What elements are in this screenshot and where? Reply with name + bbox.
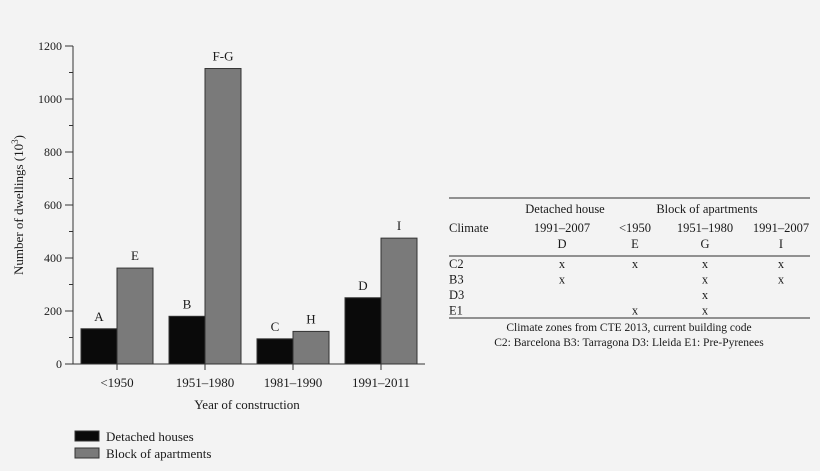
legend-label-apartments: Block of apartments <box>106 446 211 461</box>
y-tick-label: 1200 <box>38 39 62 53</box>
bar-apartments <box>292 330 330 365</box>
bar-data-label: A <box>94 309 104 324</box>
legend: Detached houses Block of apartments <box>74 429 211 461</box>
group-header-detached: Detached house <box>525 202 605 216</box>
bar-data-label: C <box>271 319 280 334</box>
x-tick-label: 1981–1990 <box>264 375 323 390</box>
bar-data-label: B <box>183 296 192 311</box>
column-years: 1991–2007 <box>753 221 809 235</box>
y-tick-label: 800 <box>44 145 62 159</box>
row-header-climate: Climate <box>449 221 489 235</box>
table-caption: Climate zones from CTE 2013, current bui… <box>506 322 751 334</box>
y-tick-label: 0 <box>56 357 62 371</box>
bar-apartments <box>116 267 154 365</box>
table-cell-mark: x <box>632 257 639 271</box>
bar-detached <box>168 315 206 365</box>
column-code: D <box>557 237 566 251</box>
table-row-climate: E1 <box>449 304 463 318</box>
column-years: <1950 <box>619 221 651 235</box>
y-tick-label: 400 <box>44 251 62 265</box>
bar-detached <box>344 297 382 365</box>
axes: 0 200 400 600 800 1000 1200 <1950 1951–1980 1981–… <box>38 39 425 390</box>
x-tick-label: 1951–1980 <box>176 375 235 390</box>
column-code: G <box>700 237 709 251</box>
column-years: 1951–1980 <box>677 221 733 235</box>
table-cell-mark: x <box>778 257 785 271</box>
climate-table: Detached house Block of apartments Climate… <box>449 197 810 349</box>
table-cell-mark: x <box>702 288 709 302</box>
table-row-climate: B3 <box>449 273 464 287</box>
bar-data-label: H <box>306 311 315 326</box>
table-row-climate: D3 <box>449 288 464 302</box>
table-cell-mark: x <box>559 257 566 271</box>
bar-detached <box>256 338 294 365</box>
bar-data-label: D <box>358 278 367 293</box>
legend-label-detached: Detached houses <box>106 429 194 444</box>
table-row-climate: C2 <box>449 257 464 271</box>
table-cell-mark: x <box>702 304 709 318</box>
x-tick-label: <1950 <box>100 375 133 390</box>
x-tick-label: 1991–2011 <box>352 375 410 390</box>
group-header-apartments: Block of apartments <box>656 202 757 216</box>
legend-swatch-apartments <box>74 447 100 459</box>
table-cell-mark: x <box>632 304 639 318</box>
table-caption: C2: Barcelona B3: Tarragona D3: Lleida E… <box>494 337 764 349</box>
column-years: 1991–2007 <box>534 221 590 235</box>
bar-data-label: E <box>131 248 139 263</box>
bar-data-label: I <box>397 218 401 233</box>
bar-apartments <box>204 68 242 365</box>
bar-detached <box>80 328 118 365</box>
column-code: I <box>779 237 783 251</box>
table-cell-mark: x <box>559 273 566 287</box>
bars: A E B F-G C H D I <box>80 49 418 365</box>
y-tick-label: 1000 <box>38 92 62 106</box>
column-code: E <box>631 237 639 251</box>
x-axis-label: Year of construction <box>194 397 300 412</box>
y-tick-label: 200 <box>44 304 62 318</box>
table-cell-mark: x <box>778 273 785 287</box>
bar-apartments <box>380 237 418 365</box>
y-axis-label: Number of dwellings (103) <box>10 135 26 275</box>
bar-data-label: F-G <box>213 49 234 64</box>
table-cell-mark: x <box>702 257 709 271</box>
legend-swatch-detached <box>74 430 100 442</box>
table-cell-mark: x <box>702 273 709 287</box>
y-tick-label: 600 <box>44 198 62 212</box>
